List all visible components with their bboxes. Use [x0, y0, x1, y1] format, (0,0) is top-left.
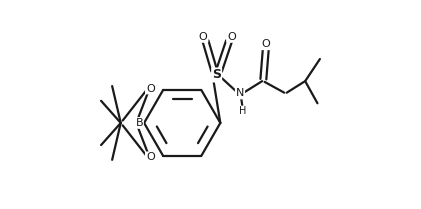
Text: H: H	[239, 106, 246, 116]
Text: B: B	[136, 118, 143, 128]
Text: O: O	[146, 84, 155, 93]
Text: O: O	[146, 152, 155, 162]
Text: S: S	[212, 69, 221, 82]
Text: O: O	[261, 39, 270, 49]
Text: N: N	[236, 88, 244, 98]
Text: O: O	[227, 32, 236, 42]
Text: O: O	[199, 32, 208, 42]
